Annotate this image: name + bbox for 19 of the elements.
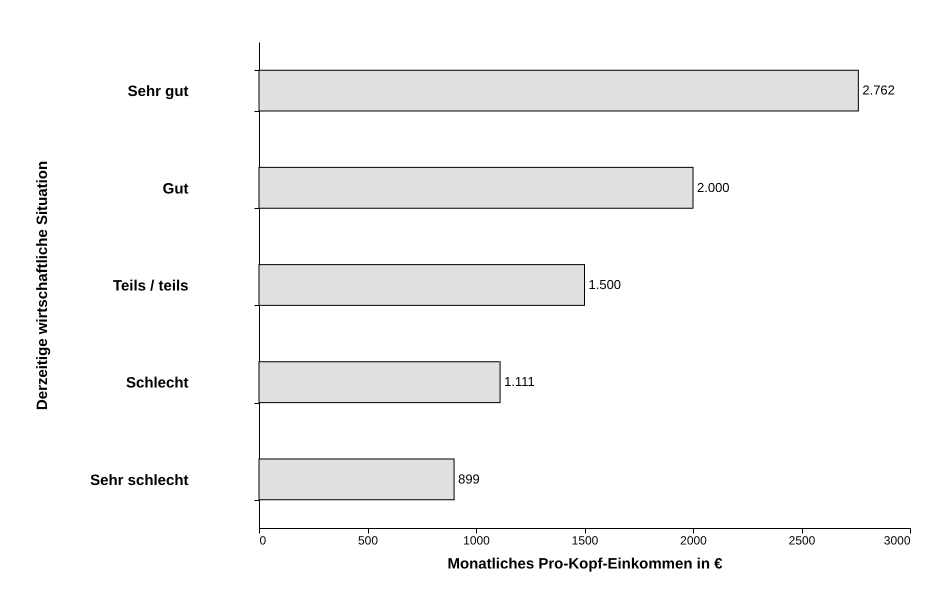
x-tick-label: 1500	[572, 534, 599, 548]
x-tick-label: 2000	[680, 534, 708, 548]
y-tick-label: Sehr schlecht	[90, 472, 188, 489]
data-label: 2.000	[697, 180, 730, 195]
y-axis-title: Derzeitige wirtschaftliche Situation	[34, 160, 52, 410]
x-tick-label: 500	[358, 534, 378, 548]
data-label: 2.762	[862, 82, 895, 98]
x-tick-label: 3000	[884, 534, 911, 548]
data-label: 899	[458, 471, 480, 486]
x-tick-label: 0	[260, 534, 266, 548]
y-tick-label: Teils / teils	[112, 278, 188, 294]
x-axis-title: Monatliches Pro-Kopf-Einkommen in €	[447, 556, 724, 572]
y-tick-label: Schlecht	[126, 374, 188, 392]
y-tick-label: Sehr gut	[128, 83, 188, 100]
data-label: 1.500	[588, 277, 622, 292]
data-label: 1.111	[504, 374, 535, 390]
y-tick-label: Gut	[162, 180, 188, 198]
x-tick-label: 1000	[463, 534, 490, 548]
x-tick-label: 2500	[788, 534, 816, 548]
